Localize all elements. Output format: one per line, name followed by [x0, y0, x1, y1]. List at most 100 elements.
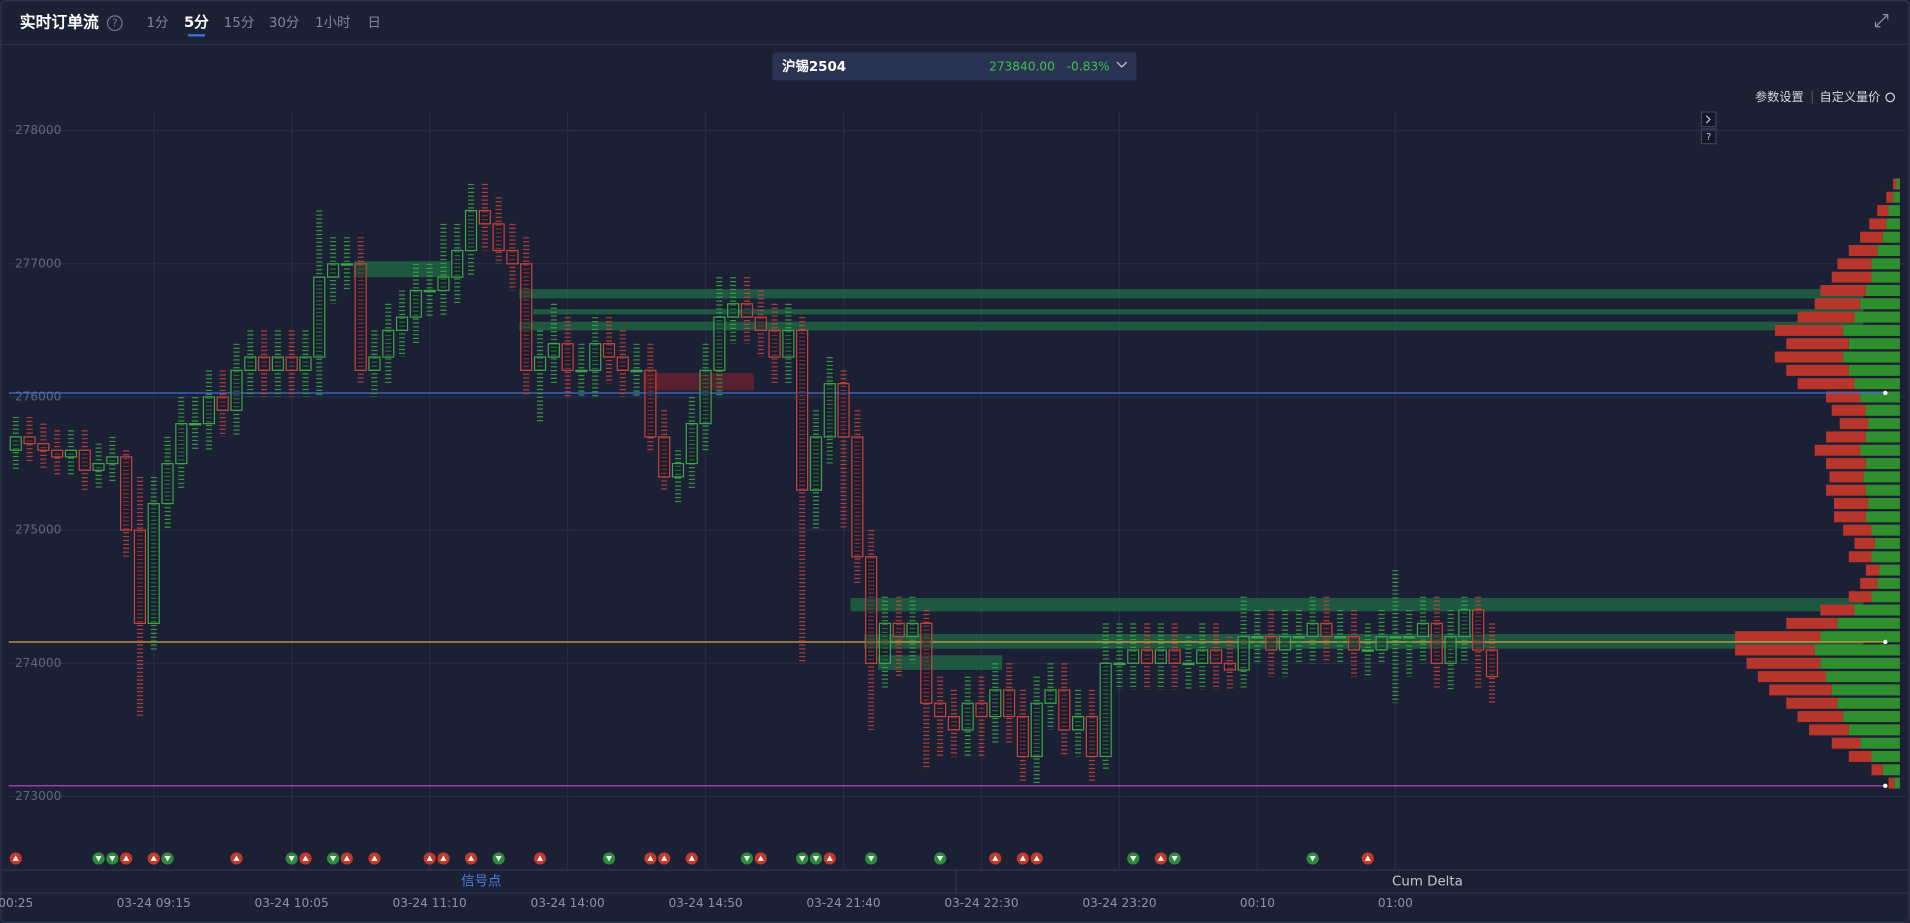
settings-button[interactable]: 参数设置: [1755, 89, 1804, 104]
profile-sell-bar: [1860, 577, 1878, 589]
signal-arrow: [1130, 856, 1137, 862]
candle-body: [547, 343, 560, 358]
candle-body: [561, 343, 574, 371]
candle-body: [837, 383, 850, 438]
candle-body: [1168, 649, 1181, 664]
profile-buy-bar: [1820, 657, 1900, 669]
candle-body: [975, 702, 988, 718]
help-text[interactable]: ?: [112, 17, 118, 30]
timeframe-tab[interactable]: 5分: [184, 14, 209, 31]
profile-sell-bar: [1865, 564, 1880, 576]
profile-buy-bar: [1820, 631, 1900, 643]
candle-body: [1182, 662, 1195, 666]
signal-arrow: [288, 856, 295, 862]
x-tick-label: 03-24 14:50: [668, 896, 742, 910]
price-level-dot: [1883, 390, 1888, 396]
timeframe-tab[interactable]: 日: [367, 16, 380, 31]
candle-body: [713, 316, 726, 371]
profile-buy-bar: [1879, 564, 1900, 576]
profile-buy-bar: [1871, 751, 1900, 762]
profile-buy-bar: [1826, 671, 1900, 683]
instrument-box[interactable]: [772, 52, 1137, 81]
candle-body: [892, 622, 905, 638]
timeframe-tab[interactable]: 1小时: [315, 15, 350, 31]
signal-arrow: [150, 855, 157, 861]
collapse-icon[interactable]: [1874, 14, 1889, 28]
y-tick-label: 276000: [15, 389, 61, 403]
instrument-change: -0.83%: [1067, 59, 1110, 73]
x-tick-label: 03-24 22:30: [944, 896, 1018, 910]
price-zone: [643, 373, 754, 391]
x-tick-label: 03-24 21:40: [806, 896, 880, 910]
profile-sell-bar: [1843, 524, 1872, 536]
help-icon[interactable]: [106, 15, 123, 32]
profile-sell-bar: [1886, 191, 1894, 203]
profile-sell-bar: [1831, 404, 1866, 416]
cum-delta-tab[interactable]: Cum Delta: [1392, 875, 1463, 890]
candle-body: [382, 329, 395, 358]
profile-sell-bar: [1826, 458, 1866, 470]
profile-sell-bar: [1831, 737, 1861, 749]
price-zone: [519, 321, 1864, 331]
candle-body: [437, 276, 450, 292]
candle-body: [340, 263, 353, 266]
dropdown-chevron[interactable]: [1116, 61, 1128, 68]
candle-body: [906, 622, 919, 638]
custom-volume-button[interactable]: 自定义量价: [1820, 89, 1881, 104]
help-button[interactable]: [1700, 128, 1717, 145]
profile-buy-bar: [1860, 298, 1900, 310]
candle-body: [589, 343, 602, 371]
profile-buy-bar: [1894, 777, 1900, 789]
candle-body: [533, 356, 547, 371]
profile-sell-bar: [1834, 511, 1866, 523]
signal-arrow: [12, 855, 19, 861]
candle-body: [1278, 636, 1292, 651]
candle-body: [878, 622, 892, 664]
profile-sell-bar: [1869, 218, 1887, 230]
timeframe-tab[interactable]: 30分: [269, 15, 299, 31]
price-level-dot: [1883, 639, 1888, 645]
profile-sell-bar: [1871, 764, 1883, 776]
price-zone: [864, 633, 1864, 649]
profile-sell-bar: [1826, 484, 1866, 496]
candle-body: [1223, 662, 1236, 671]
candle-body: [989, 689, 1002, 718]
profile-sell-bar: [1826, 391, 1861, 403]
profile-sell-bar: [1786, 617, 1838, 629]
expand-button[interactable]: [1700, 111, 1717, 128]
candle-body: [120, 456, 133, 531]
candle-body: [51, 449, 64, 458]
timeframe-tab[interactable]: 1分: [146, 15, 168, 31]
timeframe-tab[interactable]: 15分: [224, 15, 254, 31]
candle-body: [1292, 636, 1305, 639]
profile-buy-bar: [1837, 617, 1900, 629]
profile-buy-bar: [1863, 471, 1900, 483]
candle-body: [644, 369, 657, 438]
profile-sell-bar: [1829, 471, 1864, 483]
price-zone: [850, 598, 1864, 612]
candle-body: [865, 556, 878, 664]
toggle-icon[interactable]: [1885, 92, 1896, 103]
signal-arrow: [661, 855, 668, 861]
candle-body: [740, 303, 754, 318]
profile-buy-bar: [1886, 218, 1900, 230]
signal-arrow: [799, 856, 806, 862]
signal-arrow: [937, 856, 944, 862]
profile-sell-bar: [1797, 311, 1855, 323]
candle-body: [685, 423, 698, 465]
signal-tab[interactable]: 信号点: [461, 874, 501, 890]
candle-body: [1140, 649, 1154, 664]
profile-buy-bar: [1843, 711, 1900, 723]
profile-buy-bar: [1854, 604, 1900, 616]
profile-sell-bar: [1797, 378, 1855, 390]
instrument-price: 273840.00: [989, 59, 1055, 73]
signal-arrow: [688, 855, 695, 861]
candle-body: [1003, 689, 1016, 718]
profile-buy-bar: [1865, 511, 1900, 523]
candle-body: [230, 369, 243, 411]
candle-body: [409, 289, 422, 318]
candle-body: [423, 289, 436, 293]
profile-sell-bar: [1893, 178, 1897, 190]
